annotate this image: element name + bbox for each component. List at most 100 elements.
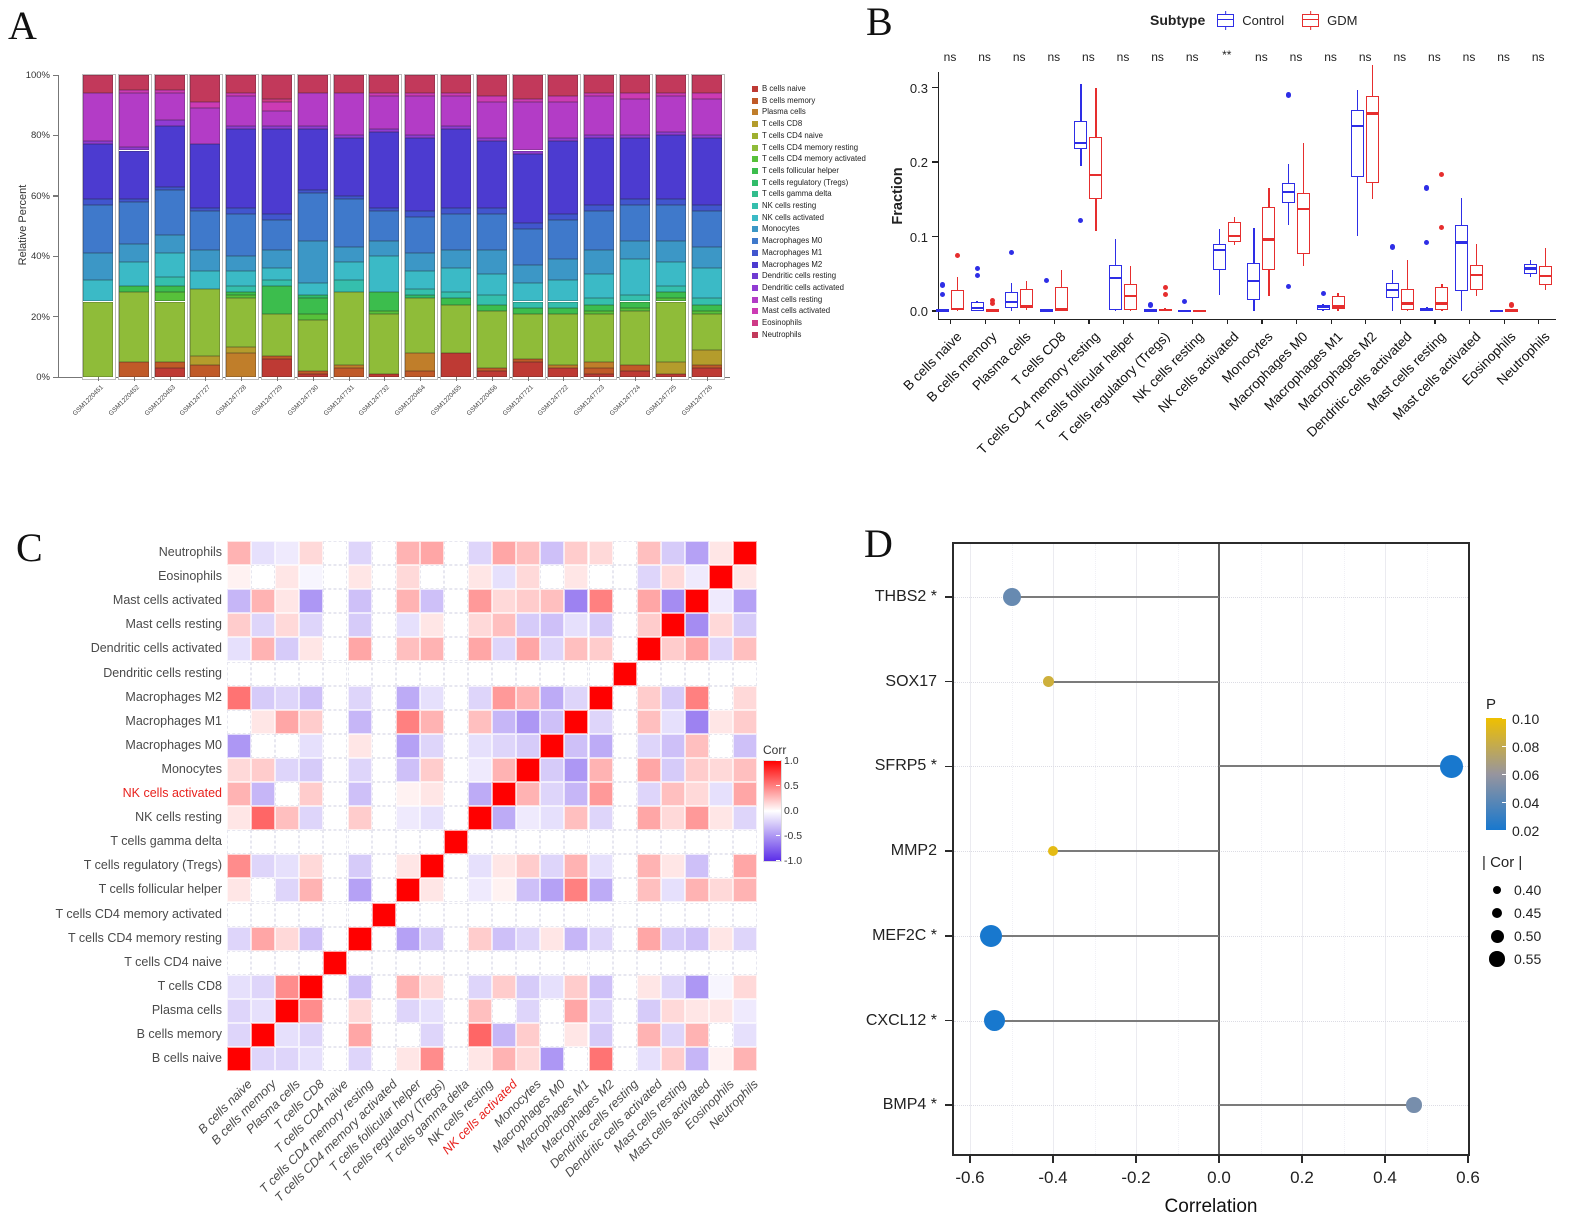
a-bar-segment (476, 102, 507, 139)
c-heatmap-cell (419, 637, 444, 662)
c-heatmap-cell (371, 854, 396, 879)
c-heatmap-cell (588, 782, 613, 807)
a-bar-segment (512, 150, 543, 154)
b-x-tick-label: Macrophages M1 (1260, 329, 1346, 414)
a-bar-segment (333, 262, 364, 281)
c-heatmap-cell (733, 685, 758, 710)
c-heatmap-cell (733, 1047, 758, 1072)
d-gridline-minor (1260, 544, 1263, 1154)
c-heatmap-cell (443, 541, 468, 566)
a-bar-segment (369, 96, 400, 130)
c-heatmap-cell (684, 709, 709, 734)
c-heatmap-cell (468, 902, 493, 927)
c-heatmap-cell (443, 974, 468, 999)
c-heatmap-cell (564, 541, 589, 566)
b-median-line (1020, 304, 1034, 307)
c-heatmap-cell (299, 782, 324, 807)
gdm-boxplot-key-icon (1302, 13, 1320, 27)
c-heatmap-cell (371, 1047, 396, 1072)
a-x-tick-label: GSM1220451 (71, 384, 105, 418)
d-dot (1440, 755, 1463, 778)
d-gene-label: THBS2 * (874, 588, 937, 605)
a-x-tick-label: GSM1247725 (644, 384, 678, 418)
c-heatmap-cell (347, 1047, 372, 1072)
c-heatmap-cell (251, 1023, 276, 1048)
b-whisker-upper (1322, 303, 1324, 306)
b-median-line (1455, 241, 1468, 244)
a-bar-segment (548, 219, 579, 260)
a-bar-segment (584, 138, 615, 205)
c-heatmap-cell (733, 950, 758, 975)
a-bar-segment (441, 96, 471, 127)
c-colorbar-tick-label: -1.0 (784, 854, 803, 867)
c-heatmap-cell (419, 613, 444, 638)
c-heatmap-cell (443, 806, 468, 831)
c-heatmap-cell (395, 685, 420, 710)
a-bar-segment (405, 210, 436, 217)
c-heatmap-cell (564, 661, 589, 686)
c-col-label: Dendritic cells activated (561, 1077, 665, 1180)
b-whisker-upper (1198, 309, 1201, 311)
a-bar-segment (118, 286, 149, 293)
b-box (1435, 287, 1449, 310)
a-bar-segment (691, 210, 722, 248)
c-heatmap-cell (540, 757, 565, 782)
c-heatmap-cell (709, 998, 734, 1023)
c-heatmap-cell (636, 806, 661, 831)
c-heatmap-cell (516, 1047, 541, 1072)
c-heatmap-cell (516, 637, 541, 662)
b-outlier-dot (1009, 250, 1015, 256)
b-whisker-upper (1510, 308, 1512, 310)
b-whisker-lower (1460, 290, 1463, 311)
a-bar-segment (691, 204, 722, 211)
a-bar-segment (476, 207, 507, 214)
c-heatmap-cell (443, 878, 468, 903)
b-median-line (1089, 174, 1103, 177)
c-heatmap-cell (564, 613, 589, 638)
b-whisker-upper (1529, 260, 1532, 265)
a-bar-segment (691, 268, 722, 299)
c-heatmap-cell (347, 806, 372, 831)
c-colorbar (763, 760, 782, 862)
b-whisker-upper (1025, 281, 1028, 289)
c-heatmap-cell (468, 589, 493, 614)
a-y-tick-label: 40% (30, 251, 50, 263)
d-stem (1219, 765, 1452, 768)
d-x-tick-label: 0.2 (1290, 1168, 1314, 1187)
c-heatmap-cell (516, 685, 541, 710)
a-x-tick-mark (563, 377, 565, 381)
b-box (1227, 221, 1241, 243)
c-heatmap-cell (347, 709, 372, 734)
c-heatmap-cell (275, 541, 300, 566)
a-bar-segment (655, 204, 686, 242)
c-heatmap-cell (492, 589, 517, 614)
b-median-line (1178, 309, 1192, 313)
a-bar-segment (226, 352, 257, 377)
b-median-line (1143, 309, 1157, 312)
b-x-axis-line (938, 319, 1556, 321)
c-heatmap-cell (516, 709, 541, 734)
c-row-label: T cells CD4 memory activated (55, 906, 223, 921)
b-whisker-upper (1391, 270, 1394, 283)
c-heatmap-cell (299, 565, 324, 590)
c-heatmap-cell (395, 589, 420, 614)
c-heatmap-cell (540, 685, 565, 710)
c-heatmap-cell (540, 661, 565, 686)
c-heatmap-cell (443, 709, 468, 734)
a-bar-segment (154, 277, 185, 287)
b-y-tick-mark (932, 310, 938, 312)
c-heatmap-cell (660, 974, 685, 999)
b-median-line (1054, 308, 1068, 311)
c-heatmap-cell (612, 806, 637, 831)
c-heatmap-cell (443, 757, 468, 782)
c-heatmap-cell (612, 1047, 637, 1072)
c-heatmap-cell (371, 878, 396, 903)
c-heatmap-cell (251, 1047, 276, 1072)
b-box (1455, 225, 1468, 291)
c-heatmap-cell (468, 685, 493, 710)
d-y-tick-mark (945, 596, 952, 598)
a-bar-outline (153, 74, 188, 380)
c-col-label: Macrophages M0 (490, 1077, 569, 1156)
b-whisker-upper (1129, 266, 1132, 285)
d-gridline-minor (1177, 544, 1180, 1154)
